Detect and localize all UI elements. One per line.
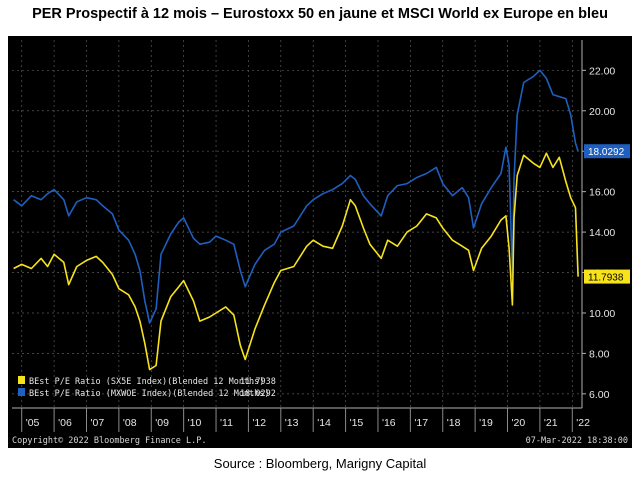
x-tick-label: '17 — [414, 417, 428, 429]
grid-lines — [12, 40, 582, 408]
bloomberg-chart-panel: 6.008.0010.0012.0014.0016.0018.0020.0022… — [8, 36, 632, 448]
x-tick-label: '12 — [252, 417, 266, 429]
y-tick-label: 14.00 — [589, 227, 615, 239]
y-tick-label: 6.00 — [589, 389, 610, 401]
legend-value-mxwoe: 18.0292 — [240, 389, 276, 399]
x-tick-label: '11 — [220, 417, 233, 429]
x-tick-label: '10 — [188, 417, 202, 429]
legend-label-mxwoe: BEst P/E Ratio (MXWOE Index)(Blended 12 … — [29, 389, 270, 399]
legend: BEst P/E Ratio (SX5E Index)(Blended 12 M… — [18, 376, 276, 399]
y-tick-label: 16.00 — [589, 187, 615, 199]
series-line-mxwoe — [13, 69, 579, 324]
y-tick-labels: 6.008.0010.0012.0014.0016.0018.0020.0022… — [582, 65, 615, 401]
x-tick-label: '07 — [90, 417, 104, 429]
x-tick-label: '06 — [58, 417, 72, 429]
x-tick-label: '21 — [544, 417, 558, 429]
timestamp-text: 07-Mar-2022 18:38:00 — [526, 436, 628, 446]
badge-background — [584, 269, 630, 284]
copyright-text: Copyright© 2022 Bloomberg Finance L.P. — [12, 436, 206, 446]
x-tick-label: '16 — [382, 417, 396, 429]
badge-background — [584, 144, 630, 159]
x-tick-label: '20 — [512, 417, 526, 429]
badge-value: 11.7938 — [588, 273, 624, 284]
x-tick-label: '19 — [479, 417, 493, 429]
x-tick-label: '08 — [123, 417, 137, 429]
x-tick-label: '09 — [155, 417, 169, 429]
last-value-badge-mxwoe: 18.0292 — [584, 144, 630, 159]
legend-swatch-mxwoe — [18, 388, 25, 396]
legend-swatch-sx5e — [18, 376, 25, 384]
badge-value: 18.0292 — [588, 147, 625, 158]
y-tick-label: 8.00 — [589, 348, 610, 360]
legend-value-sx5e: 11.7938 — [240, 377, 276, 387]
chart-title: PER Prospectif à 12 mois – Eurostoxx 50 … — [32, 6, 608, 22]
axes — [12, 40, 583, 409]
x-tick-label: '14 — [317, 417, 331, 429]
x-tick-label: '18 — [447, 417, 461, 429]
last-value-badge-sx5e: 11.7938 — [584, 269, 630, 284]
x-tick-label: '15 — [350, 417, 364, 429]
x-tick-label: '22 — [576, 417, 590, 429]
line-chart: 6.008.0010.0012.0014.0016.0018.0020.0022… — [12, 40, 630, 446]
y-tick-label: 10.00 — [589, 308, 615, 320]
legend-label-sx5e: BEst P/E Ratio (SX5E Index)(Blended 12 M… — [29, 377, 264, 387]
x-tick-label: '05 — [26, 417, 40, 429]
x-tick-labels: '05 '06 '07 '08 '09 '10 '11 '12 '13 '14 '15 '16 '17 '… — [21, 408, 590, 432]
y-tick-label: 20.00 — [589, 106, 615, 118]
series-line-sx5e — [13, 152, 579, 371]
y-tick-label: 22.00 — [589, 65, 615, 77]
x-tick-label: '13 — [285, 417, 299, 429]
last-value-badges: 11.7938 18.0292 — [584, 144, 630, 284]
series-lines — [13, 69, 579, 371]
source-caption: Source : Bloomberg, Marigny Capital — [213, 456, 427, 471]
